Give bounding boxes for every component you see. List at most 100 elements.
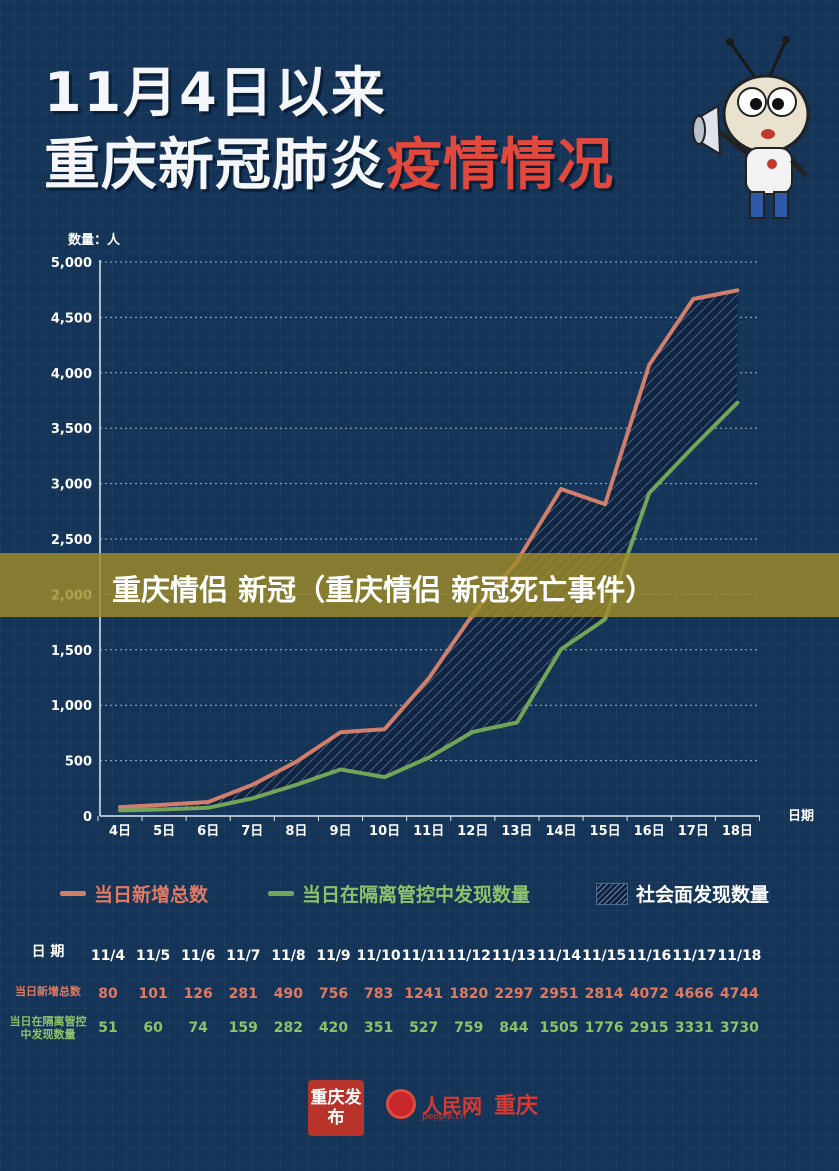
line-chart: 05001,0001,5002,0002,5003,0003,5004,0004… (51, 232, 814, 839)
y-tick-label: 1,000 (51, 699, 92, 714)
people-cn-city: 重庆 (494, 1094, 539, 1119)
table-row-quarantine: 当日在隔离管控中发现数量 51 60 74 159 282 420 351 527 759 844… (0, 1015, 839, 1050)
table-date-cell: 11/17 (672, 948, 717, 964)
table-date-cell: 11/9 (316, 948, 351, 964)
title-line-2: 重庆新冠肺炎疫情情况 (44, 120, 614, 201)
legend-label-community: 社会面发现数量 (636, 884, 770, 906)
x-tick-label: 15日 (590, 824, 621, 839)
table-total-cell: 1820 (449, 986, 489, 1002)
legend-label-quarantine: 当日在隔离管控中发现数量 (302, 884, 531, 906)
y-tick-label: 3,000 (51, 478, 92, 493)
table-quarantine-cell: 1505 (539, 1020, 579, 1036)
series-line-total (118, 288, 740, 810)
chongqing-release-logo-text: 重庆发布 (310, 1088, 362, 1128)
legend-label-total: 当日新增总数 (94, 884, 209, 906)
table-quarantine-cell: 1776 (584, 1020, 624, 1036)
table-date-cell: 11/16 (627, 948, 672, 964)
y-tick-label: 1,500 (51, 644, 92, 659)
x-tick-label: 7日 (241, 824, 263, 839)
x-tick-label: 18日 (722, 824, 753, 839)
table-date-cell: 11/6 (181, 948, 216, 964)
table-date-cell: 11/10 (356, 948, 401, 964)
table-date-cell: 11/5 (135, 948, 171, 964)
x-tick-label: 14日 (545, 824, 576, 839)
y-tick-label: 5,000 (51, 256, 92, 271)
table-row-total: 当日新增总数 80 101 126 281 490 756 783 1241 1820 2297 2… (0, 982, 839, 1016)
table-date-cell: 11/12 (446, 948, 491, 964)
table-header-label: 日 期 (31, 944, 65, 960)
y-tick-label: 0 (83, 810, 92, 825)
table-quarantine-cell: 351 (363, 1020, 394, 1036)
people-cn-logo-sub: people.cn (422, 1112, 467, 1122)
legend-swatch-total (60, 891, 86, 896)
x-tick-label: 13日 (501, 824, 532, 839)
x-tick-label: 16日 (634, 824, 665, 839)
table-row-quarantine-label: 当日在隔离管控中发现数量 (9, 1015, 87, 1041)
table-quarantine-cell: 759 (454, 1020, 484, 1036)
table-quarantine-cell: 420 (318, 1020, 349, 1036)
table-total-cell: 2814 (584, 986, 624, 1002)
table-total-cell: 101 (138, 986, 168, 1002)
table-quarantine-cell: 3331 (674, 1020, 714, 1036)
title-line-2-white: 重庆新冠肺炎 (44, 133, 386, 198)
legend-item-total: 当日新增总数 (60, 880, 208, 907)
table-quarantine-cell: 282 (273, 1020, 303, 1036)
table-header-row: 日 期 11/4 11/5 11/6 11/7 11/8 11/9 11/10 11/11 11… (0, 944, 839, 978)
x-axis-label: 日期 (788, 809, 814, 824)
table-date-cell: 11/14 (536, 948, 582, 964)
table-date-cell: 11/11 (401, 948, 446, 964)
banner-text: 重庆情侣 新冠（重庆情侣 新冠死亡事件） (112, 573, 655, 607)
y-axis-label: 数量：人 (68, 232, 121, 248)
table-quarantine-cell: 2915 (629, 1020, 669, 1036)
table-quarantine-cell: 51 (98, 1020, 118, 1036)
y-tick-label: 3,500 (51, 422, 92, 437)
x-tick-label: 10日 (369, 824, 400, 839)
people-cn-logo: 人民网 people.cn 重庆 (386, 1088, 539, 1122)
chongqing-release-logo: 重庆发布 (308, 1080, 364, 1136)
table-total-cell: 756 (318, 986, 349, 1002)
table-date-cell: 11/13 (491, 948, 536, 964)
people-cn-emblem-icon (386, 1089, 416, 1119)
table-date-cell: 11/15 (582, 948, 627, 964)
table-total-cell: 126 (183, 986, 213, 1002)
table-date-cell: 11/8 (271, 948, 306, 964)
y-tick-label: 2,500 (51, 533, 92, 548)
legend-item-quarantine: 当日在隔离管控中发现数量 (268, 880, 530, 907)
table-date-cell: 11/7 (226, 948, 261, 964)
y-tick-label: 500 (65, 755, 92, 770)
title-line-1: 11月4日以来 (44, 61, 387, 124)
series-line-quarantine (118, 400, 740, 813)
table-quarantine-cell: 159 (228, 1020, 258, 1036)
x-tick-label: 8日 (285, 824, 307, 839)
table-total-cell: 4744 (719, 986, 759, 1002)
x-tick-label: 12日 (457, 824, 488, 839)
y-tick-label: 4,500 (51, 311, 92, 326)
community-area (120, 290, 738, 811)
table-date-cell: 11/18 (717, 948, 762, 964)
table-total-cell: 281 (228, 986, 258, 1002)
overlay-banner: 重庆情侣 新冠（重庆情侣 新冠死亡事件） (0, 553, 839, 617)
table-total-cell: 783 (363, 986, 394, 1002)
table-quarantine-cell: 74 (188, 1020, 208, 1036)
x-tick-label: 17日 (678, 824, 709, 839)
legend-swatch-quarantine (268, 891, 294, 896)
table-total-cell: 80 (98, 986, 118, 1002)
table-quarantine-cell: 60 (143, 1020, 163, 1036)
x-tick-label: 4日 (109, 824, 131, 839)
table-total-cell: 490 (273, 986, 303, 1002)
table-quarantine-cell: 844 (499, 1020, 529, 1036)
table-quarantine-cell: 527 (409, 1020, 439, 1036)
x-tick-label: 9日 (329, 824, 351, 839)
table-quarantine-cell: 3730 (719, 1020, 759, 1036)
x-tick-label: 5日 (153, 824, 175, 839)
legend-swatch-community (596, 882, 628, 905)
table-total-cell: 4666 (674, 986, 714, 1002)
title-line-2-red: 疫情情况 (386, 133, 614, 198)
table-total-cell: 1241 (404, 986, 444, 1002)
table-date-cell: 11/4 (90, 948, 126, 964)
table-total-cell: 2951 (539, 986, 579, 1002)
legend-item-community: 社会面发现数量 (596, 880, 769, 907)
people-cn-logo-text: 人民网 (422, 1093, 482, 1118)
table-total-cell: 2297 (494, 986, 534, 1002)
chart-legend: 当日新增总数 当日在隔离管控中发现数量 社会面发现数量 (0, 880, 839, 910)
